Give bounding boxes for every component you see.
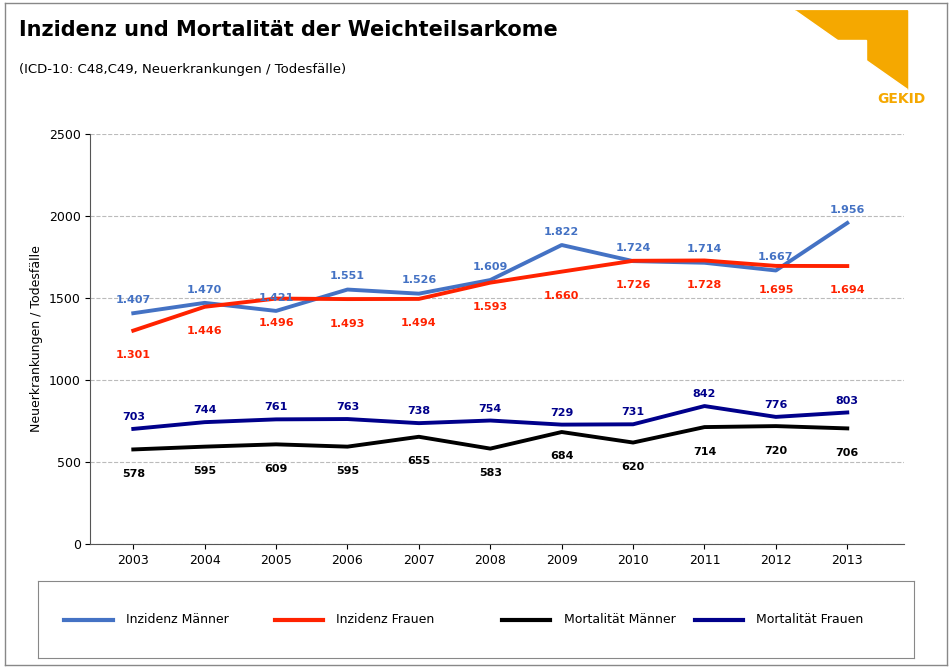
Text: 1.593: 1.593: [473, 302, 507, 312]
Text: 595: 595: [193, 466, 216, 476]
Text: 1.660: 1.660: [544, 291, 580, 301]
Text: 1.496: 1.496: [258, 318, 294, 328]
Text: 583: 583: [479, 468, 502, 478]
Polygon shape: [795, 11, 907, 50]
Text: 1.551: 1.551: [330, 271, 365, 281]
Text: 842: 842: [693, 389, 716, 399]
Text: 1.446: 1.446: [187, 326, 223, 336]
Text: 1.493: 1.493: [329, 319, 366, 329]
Text: 1.724: 1.724: [615, 242, 651, 253]
Text: 1.694: 1.694: [829, 285, 865, 295]
Text: (ICD-10: C48,C49, Neuerkrankungen / Todesfälle): (ICD-10: C48,C49, Neuerkrankungen / Tode…: [19, 63, 347, 76]
Text: Inzidenz Männer: Inzidenz Männer: [126, 613, 228, 626]
Text: 738: 738: [407, 406, 430, 416]
Text: 1.421: 1.421: [258, 293, 294, 303]
Text: GEKID: GEKID: [877, 92, 925, 106]
Text: 1.609: 1.609: [472, 262, 508, 272]
Text: 1.494: 1.494: [401, 319, 437, 329]
Text: 1.301: 1.301: [116, 350, 150, 360]
Polygon shape: [795, 11, 851, 90]
Text: Inzidenz und Mortalität der Weichteilsarkome: Inzidenz und Mortalität der Weichteilsar…: [19, 20, 558, 40]
Text: 729: 729: [550, 407, 573, 418]
Text: 1.726: 1.726: [615, 281, 651, 290]
Text: 1.470: 1.470: [187, 285, 223, 295]
Text: 1.822: 1.822: [544, 226, 580, 236]
Text: 655: 655: [407, 456, 430, 466]
Text: 776: 776: [764, 400, 787, 410]
Text: 595: 595: [336, 466, 359, 476]
Polygon shape: [851, 11, 907, 90]
Y-axis label: Neuerkrankungen / Todesfälle: Neuerkrankungen / Todesfälle: [30, 246, 43, 432]
Text: 763: 763: [336, 402, 359, 412]
Text: 706: 706: [836, 448, 859, 458]
Bar: [837, 40, 866, 61]
Text: 720: 720: [764, 446, 787, 456]
Text: 754: 754: [479, 403, 502, 413]
Text: Inzidenz Frauen: Inzidenz Frauen: [336, 613, 434, 626]
Text: 1.526: 1.526: [401, 275, 437, 285]
Text: 1.956: 1.956: [829, 204, 865, 214]
Text: 620: 620: [622, 462, 645, 472]
Polygon shape: [795, 50, 907, 90]
Text: 714: 714: [693, 446, 716, 456]
Text: 731: 731: [622, 407, 645, 418]
Text: 1.695: 1.695: [758, 285, 794, 295]
Text: 703: 703: [122, 412, 145, 422]
Text: 609: 609: [265, 464, 288, 474]
Text: 1.728: 1.728: [686, 280, 723, 290]
Text: 578: 578: [122, 469, 145, 479]
Text: Mortalität Frauen: Mortalität Frauen: [756, 613, 863, 626]
Text: 1.714: 1.714: [686, 244, 723, 255]
Text: 803: 803: [836, 395, 859, 405]
Text: 761: 761: [265, 402, 288, 412]
Text: 1.407: 1.407: [115, 295, 151, 305]
Text: 1.667: 1.667: [758, 252, 794, 262]
Text: Mortalität Männer: Mortalität Männer: [564, 613, 675, 626]
Text: 744: 744: [193, 405, 216, 415]
Text: 684: 684: [550, 452, 573, 462]
